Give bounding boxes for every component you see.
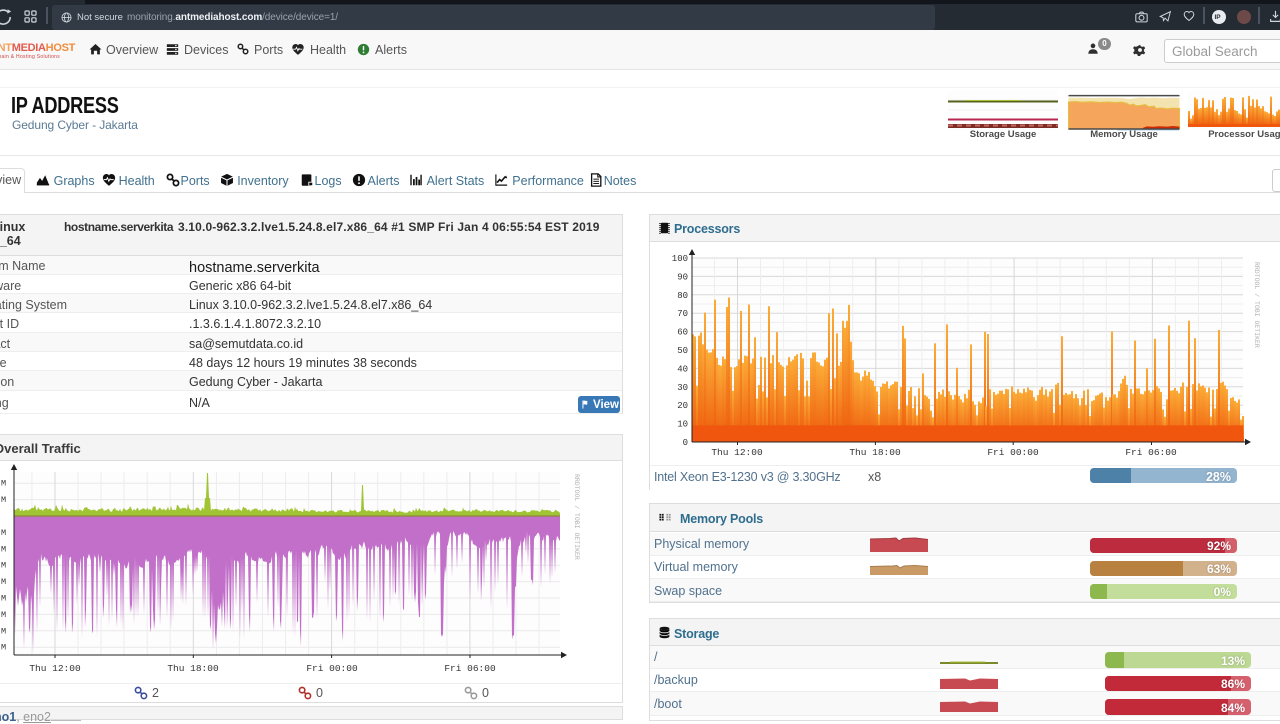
- svg-text:M: M: [1, 577, 6, 587]
- svg-text:M: M: [1, 561, 6, 571]
- svg-text:Fri 06:00: Fri 06:00: [444, 663, 496, 674]
- svg-text:100: 100: [672, 254, 688, 264]
- svg-text:M: M: [1, 626, 6, 636]
- svg-text:RRDTOOL / TOBI OETIKER: RRDTOOL / TOBI OETIKER: [573, 474, 580, 560]
- svg-text:M: M: [1, 594, 6, 604]
- svg-text:90: 90: [677, 272, 688, 282]
- svg-text:M: M: [1, 544, 6, 554]
- svg-text:40: 40: [677, 364, 688, 374]
- svg-text:RRDTOOL / TOBI OETIKER: RRDTOOL / TOBI OETIKER: [1253, 262, 1260, 348]
- svg-text:M: M: [1, 495, 6, 505]
- svg-text:70: 70: [677, 309, 688, 319]
- svg-text:Fri 00:00: Fri 00:00: [306, 663, 358, 674]
- svg-text:0: 0: [683, 438, 688, 448]
- svg-text:80: 80: [677, 291, 688, 301]
- svg-text:Fri 06:00: Fri 06:00: [1125, 447, 1177, 458]
- svg-text:30: 30: [677, 383, 688, 393]
- svg-text:Thu 12:00: Thu 12:00: [29, 663, 81, 674]
- svg-text:M: M: [1, 643, 6, 653]
- svg-text:Thu 18:00: Thu 18:00: [849, 447, 901, 458]
- svg-text:Thu 12:00: Thu 12:00: [711, 447, 763, 458]
- svg-text:Fri 00:00: Fri 00:00: [987, 447, 1039, 458]
- svg-text:50: 50: [677, 346, 688, 356]
- svg-text:Thu 18:00: Thu 18:00: [167, 663, 219, 674]
- svg-text:M: M: [1, 479, 6, 489]
- svg-text:M: M: [1, 610, 6, 620]
- svg-text:10: 10: [677, 420, 688, 430]
- svg-text:20: 20: [677, 401, 688, 411]
- svg-text:M: M: [1, 528, 6, 538]
- svg-text:60: 60: [677, 328, 688, 338]
